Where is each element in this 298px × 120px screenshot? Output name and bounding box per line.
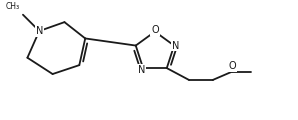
Text: N: N (35, 26, 43, 36)
Text: N: N (172, 41, 179, 51)
Text: N: N (138, 65, 145, 75)
Text: O: O (228, 61, 236, 71)
Text: CH₃: CH₃ (5, 2, 19, 11)
Text: O: O (151, 25, 159, 35)
